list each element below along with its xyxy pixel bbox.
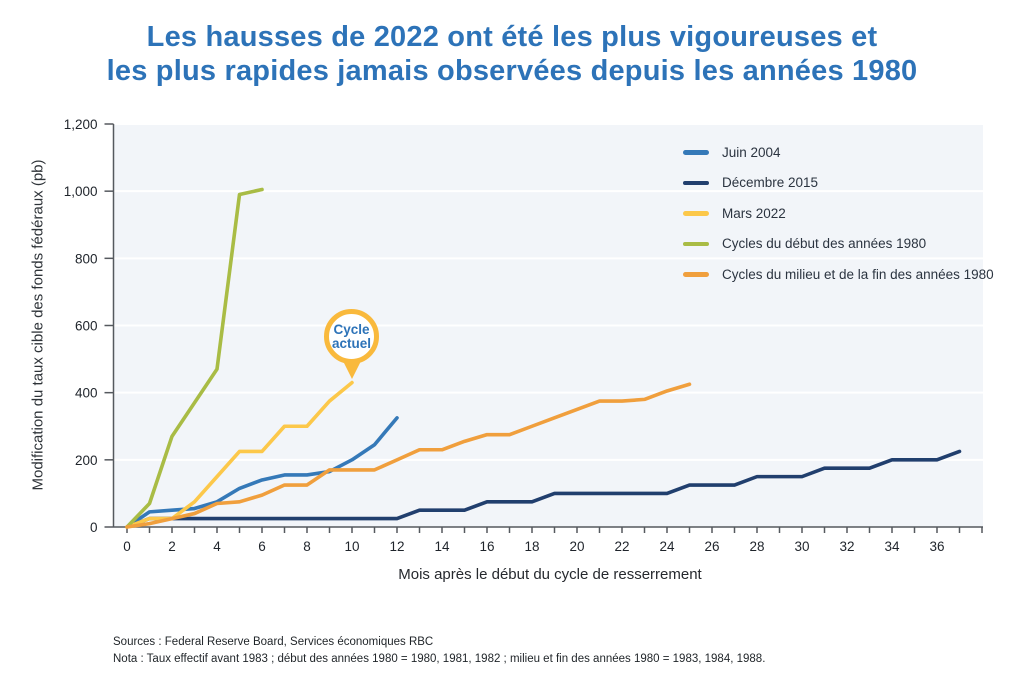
legend-item-2: Décembre 2015 (683, 168, 994, 199)
x-tick-label: 34 (884, 539, 900, 554)
y-tick-label: 0 (90, 520, 98, 535)
y-tick-label: 800 (75, 251, 98, 266)
x-tick-label: 24 (659, 539, 675, 554)
x-tick-label: 16 (479, 539, 494, 554)
sources-note: Sources : Federal Reserve Board, Service… (113, 636, 434, 648)
legend-label: Cycles du début des années 1980 (722, 236, 927, 252)
x-tick-label: 10 (344, 539, 359, 554)
legend-swatch-icon (683, 150, 709, 155)
series-line-1 (125, 416, 399, 529)
series-line-4 (125, 187, 264, 529)
legend-swatch-icon (683, 211, 709, 216)
legend-item-5: Cycles du milieu et de la fin des années… (683, 259, 994, 290)
y-tick-label: 600 (75, 319, 98, 334)
legend-label: Décembre 2015 (722, 175, 819, 191)
legend-label: Juin 2004 (722, 144, 781, 160)
legend-swatch-icon (683, 272, 709, 277)
y-axis-label: Modification du taux cible des fonds féd… (29, 159, 47, 491)
x-tick-label: 0 (123, 539, 131, 554)
x-tick-label: 22 (614, 539, 629, 554)
x-tick-label: 8 (303, 539, 311, 554)
legend-swatch-icon (683, 180, 709, 185)
footnotes: Sources : Federal Reserve Board, Service… (113, 634, 765, 668)
chart-title: Les hausses de 2022 ont été les plus vig… (0, 20, 1024, 88)
legend-swatch-icon (683, 241, 709, 246)
series-line-2 (125, 449, 962, 529)
x-tick-label: 20 (569, 539, 584, 554)
x-tick-label: 4 (213, 539, 221, 554)
legend-item-3: Mars 2022 (683, 198, 994, 229)
legend-item-4: Cycles du début des années 1980 (683, 229, 994, 260)
x-tick-label: 6 (258, 539, 266, 554)
x-tick-label: 28 (749, 539, 764, 554)
chart-title-line1: Les hausses de 2022 ont été les plus vig… (146, 21, 878, 53)
x-tick-label: 18 (524, 539, 539, 554)
x-tick-label: 32 (839, 539, 854, 554)
legend: Juin 2004 Décembre 2015 Mars 2022 Cycles du… (683, 137, 994, 290)
x-tick-label: 26 (704, 539, 719, 554)
chart-title-line2: les plus rapides jamais observées depuis… (106, 55, 918, 87)
legend-item-1: Juin 2004 (683, 137, 994, 168)
legend-label: Cycles du milieu et de la fin des années… (722, 266, 994, 282)
nota-note: Nota : Taux effectif avant 1983 ; début … (113, 653, 766, 665)
x-tick-label: 14 (434, 539, 450, 554)
x-tick-label: 36 (929, 539, 944, 554)
y-tick-label: 1,000 (64, 184, 98, 199)
x-axis-label: Mois après le début du cycle de resserre… (398, 566, 702, 583)
annotation-text-line1: Cycle (333, 321, 370, 337)
x-tick-label: 2 (168, 539, 176, 554)
cycle-actuel-annotation: Cycle actuel (324, 309, 379, 364)
annotation-text-line2: actuel (331, 335, 372, 351)
legend-label: Mars 2022 (722, 205, 786, 221)
y-tick-label: 200 (75, 453, 98, 468)
x-tick-label: 30 (794, 539, 809, 554)
series-line-5 (125, 382, 692, 529)
x-tick-label: 12 (389, 539, 404, 554)
y-tick-label: 1,200 (64, 117, 98, 132)
y-tick-label: 400 (75, 386, 98, 401)
